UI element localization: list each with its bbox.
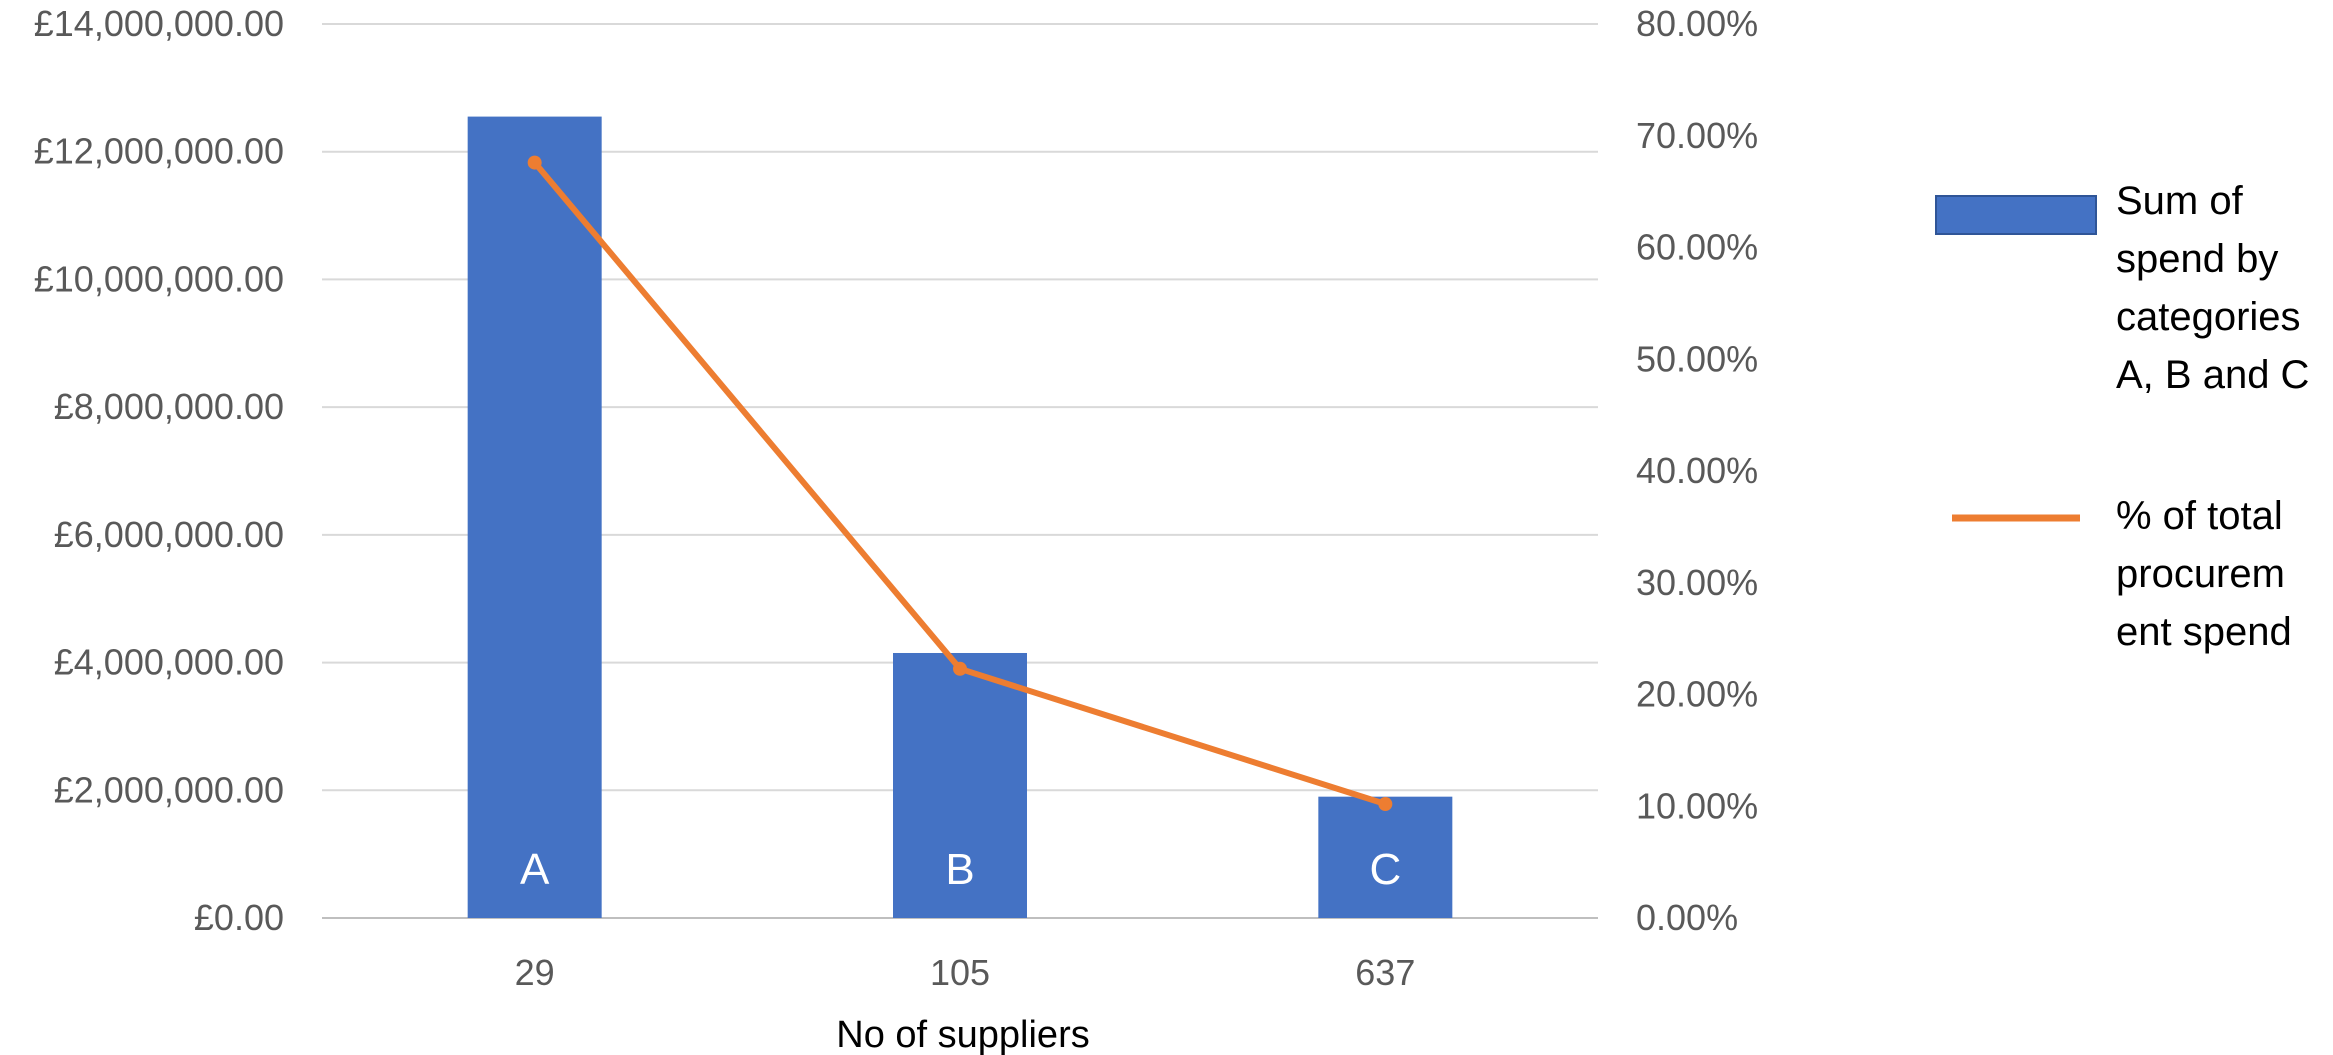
y2-tick-label: 80.00% — [1636, 3, 1758, 44]
legend-label: % of total procurem ent spend — [2116, 494, 2292, 654]
y-tick-label: £4,000,000.00 — [54, 642, 284, 683]
y-tick-label: £8,000,000.00 — [54, 386, 284, 427]
x-tick-label: 637 — [1355, 952, 1415, 993]
y-tick-label: £0.00 — [194, 897, 284, 938]
y-tick-label: £14,000,000.00 — [34, 3, 284, 44]
x-axis: 29 105 637 — [515, 952, 1416, 993]
x-tick-label: 105 — [930, 952, 990, 993]
y-tick-label: £10,000,000.00 — [34, 258, 284, 299]
legend-label: Sum of spend by categories A, B and C — [2116, 179, 2309, 397]
y-axis-right: 0.00% 10.00% 20.00% 30.00% 40.00% 50.00% 60.00… — [1636, 3, 1758, 938]
bar-series: A B C — [467, 116, 1453, 919]
line-point — [953, 661, 967, 676]
y-axis-left: £0.00 £2,000,000.00 £4,000,000.00 £6,000,00… — [34, 3, 284, 938]
x-axis-title: No of suppliers — [836, 1014, 1089, 1055]
y2-tick-label: 0.00% — [1636, 897, 1738, 938]
y2-tick-label: 50.00% — [1636, 338, 1758, 379]
legend-swatch-bar — [1935, 195, 2097, 235]
y2-tick-label: 40.00% — [1636, 450, 1758, 491]
y2-tick-label: 10.00% — [1636, 785, 1758, 826]
line-point — [1378, 797, 1393, 812]
bar-data-label: A — [520, 845, 550, 894]
line-point — [527, 155, 542, 170]
y-tick-label: £2,000,000.00 — [54, 769, 284, 810]
y-tick-label: £6,000,000.00 — [54, 514, 284, 555]
y2-tick-label: 70.00% — [1636, 115, 1758, 156]
line-series — [527, 155, 1393, 812]
y2-tick-label: 60.00% — [1636, 227, 1758, 268]
y2-tick-label: 30.00% — [1636, 562, 1758, 603]
y-tick-label: £12,000,000.00 — [34, 131, 284, 172]
bar-data-label: C — [1369, 845, 1401, 894]
bar — [893, 652, 1027, 918]
x-tick-label: 29 — [515, 952, 555, 993]
bar — [467, 116, 602, 919]
legend: Sum of spend by categories A, B and C % of t… — [1935, 179, 2309, 654]
bar — [1318, 796, 1453, 918]
bar-data-label: B — [945, 845, 974, 894]
y2-tick-label: 20.00% — [1636, 674, 1758, 715]
